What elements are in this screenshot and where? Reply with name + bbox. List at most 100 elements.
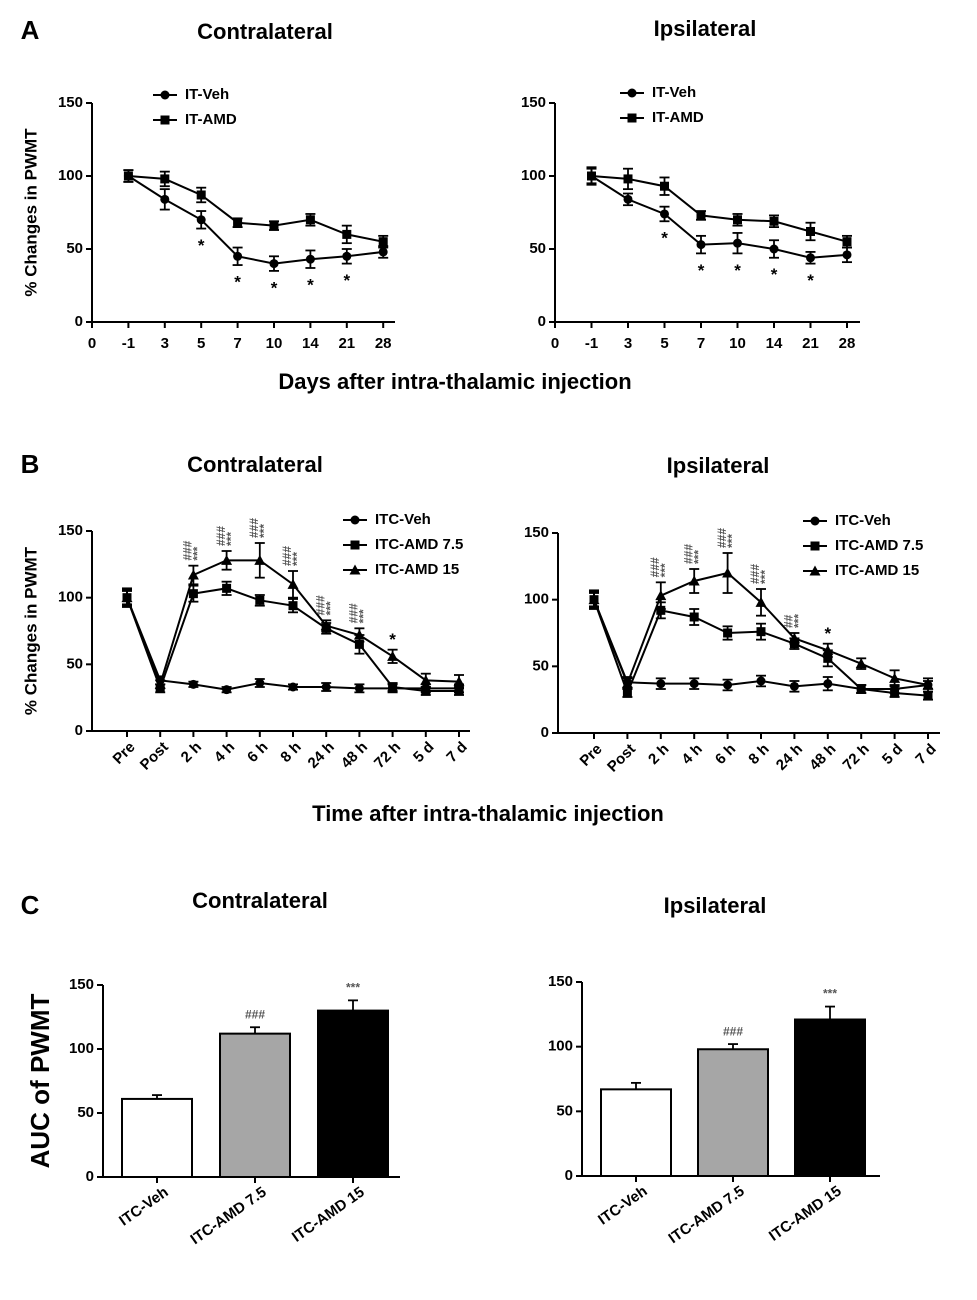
y-tick-label: 50 [532, 657, 549, 674]
legend-label: IT-AMD [185, 111, 237, 128]
x-tick-label: 5 [660, 335, 668, 352]
marker [288, 682, 298, 692]
y-tick-label: 0 [565, 1167, 573, 1184]
significance-mark: * [734, 261, 741, 280]
x-tick-label: -1 [585, 335, 598, 352]
x-tick-label: ITC-AMD 7.5 [665, 1183, 747, 1248]
x-tick-label: 7 [233, 335, 241, 352]
significance-mark: *** [691, 550, 705, 564]
x-tick-label: Pre [577, 741, 606, 770]
marker [421, 686, 431, 696]
x-tick-label: 3 [161, 335, 169, 352]
marker [622, 688, 632, 698]
marker [255, 595, 265, 605]
x-tick-label: ITC-AMD 15 [289, 1184, 368, 1246]
legend-label: ITC-Veh [375, 511, 431, 528]
legend-label: IT-AMD [652, 109, 704, 126]
bar [794, 1018, 866, 1177]
y-axis-label: % Changes in PWMT [21, 128, 40, 297]
marker [154, 678, 166, 689]
panel-label: C [21, 890, 40, 920]
marker [254, 554, 266, 565]
chart-title: Ipsilateral [667, 453, 770, 478]
x-tick-label: 5 d [879, 741, 906, 768]
x-tick-label: 7 d [443, 739, 470, 766]
legend-marker [809, 565, 821, 576]
x-tick-label: ITC-Veh [595, 1183, 650, 1229]
panel-label: A [21, 15, 40, 45]
marker [733, 238, 742, 248]
x-tick-label: 7 [697, 335, 705, 352]
marker [269, 259, 279, 269]
marker [723, 680, 733, 690]
x-tick-label: 14 [766, 335, 783, 352]
marker [623, 194, 633, 204]
bar [697, 1048, 769, 1177]
y-tick-label: 0 [86, 1168, 94, 1185]
x-tick-label: ITC-AMD 15 [766, 1183, 845, 1245]
series-line [127, 175, 384, 265]
x-tick-label: 2 h [645, 741, 672, 768]
y-tick-label: 100 [524, 591, 549, 608]
marker [696, 240, 706, 250]
x-tick-label: 0 [88, 335, 96, 352]
chart-title: Ipsilateral [654, 16, 757, 41]
bar [219, 1032, 291, 1179]
marker [788, 632, 800, 643]
marker [378, 237, 388, 247]
significance-mark: *** [191, 546, 205, 560]
y-tick-label: 100 [521, 167, 546, 184]
significance-mark: ## [782, 614, 796, 628]
significance-mark: *** [290, 552, 304, 566]
significance-mark: *** [758, 570, 772, 584]
marker [922, 679, 934, 690]
x-tick-label: 48 h [338, 739, 371, 772]
marker [923, 691, 933, 701]
bar [600, 1088, 672, 1178]
significance-mark: *** [792, 614, 806, 628]
marker [387, 650, 399, 661]
marker [353, 629, 365, 640]
marker [187, 569, 199, 580]
marker [121, 592, 133, 603]
chart-title: Contralateral [197, 19, 333, 44]
significance-mark: * [661, 229, 668, 248]
chart-title: Contralateral [187, 452, 323, 477]
significance-mark: *** [357, 609, 371, 623]
bar [317, 1009, 389, 1178]
y-tick-label: 150 [58, 94, 83, 111]
marker [655, 590, 667, 601]
marker [342, 251, 352, 261]
x-tick-label: 24 h [773, 741, 806, 774]
marker [789, 681, 799, 691]
significance-mark: ### [748, 564, 762, 584]
marker [320, 620, 332, 631]
marker [233, 218, 243, 228]
significance-mark: *** [658, 563, 672, 577]
significance-mark: ### [347, 603, 361, 623]
chart-title: Ipsilateral [664, 893, 767, 918]
significance-mark: *** [323, 601, 337, 615]
legend-marker [627, 88, 637, 98]
y-axis-label: AUC of PWMT [25, 994, 55, 1169]
marker [889, 672, 901, 683]
significance-mark: ### [245, 1007, 265, 1021]
y-tick-label: 0 [541, 724, 549, 741]
x-tick-label: 4 h [678, 741, 705, 768]
x-tick-label: 24 h [305, 739, 338, 772]
marker [305, 254, 315, 264]
marker [769, 216, 779, 226]
series-line [591, 175, 848, 243]
y-tick-label: 0 [538, 313, 546, 330]
significance-mark: ### [313, 595, 327, 615]
x-tick-label: Post [137, 739, 172, 774]
marker [823, 653, 833, 663]
series-line [128, 175, 384, 243]
marker [855, 658, 867, 669]
significance-mark: * [271, 278, 278, 297]
significance-mark: ### [280, 546, 294, 566]
marker [288, 601, 298, 611]
x-tick-label: 4 h [211, 739, 238, 766]
x-tick-label: 2 h [178, 739, 205, 766]
significance-mark: *** [725, 534, 739, 548]
